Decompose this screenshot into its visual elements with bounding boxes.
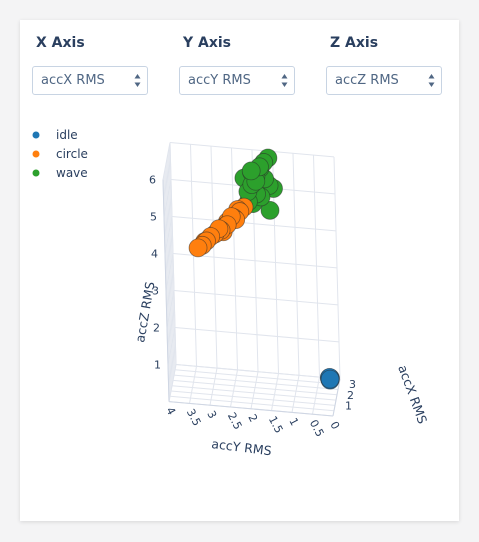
chart-card: X Axis accX RMS Y Axis accY RMS Z Axis a… bbox=[20, 20, 459, 521]
y-tick-label: 3.5 bbox=[184, 407, 204, 429]
updown-arrows-icon bbox=[134, 74, 141, 87]
gridline bbox=[209, 368, 218, 406]
data-point-wave bbox=[241, 161, 261, 181]
z-tick-label: 6 bbox=[149, 174, 156, 187]
data-point-wave bbox=[260, 200, 280, 220]
y-tick-label: 0.5 bbox=[307, 418, 327, 440]
x-axis-selector: X Axis accX RMS bbox=[32, 33, 150, 95]
z-tick-label: 2 bbox=[153, 322, 160, 335]
updown-arrows-icon bbox=[428, 74, 435, 87]
z-axis-label: Z Axis bbox=[330, 35, 379, 51]
updown-arrows-icon bbox=[281, 74, 288, 87]
z-axis-select-value: accZ RMS bbox=[335, 73, 399, 88]
gridline bbox=[167, 153, 175, 376]
y-axis-line bbox=[168, 401, 334, 417]
legend-label: idle bbox=[56, 128, 78, 142]
gridline bbox=[210, 146, 218, 369]
gridline bbox=[166, 158, 174, 381]
gridline bbox=[164, 168, 172, 392]
y-tick-label: 1 bbox=[286, 416, 301, 428]
gridline bbox=[313, 155, 320, 378]
gridline bbox=[333, 156, 341, 379]
y-tick-label: 2.5 bbox=[225, 410, 245, 432]
gridline bbox=[189, 366, 197, 404]
y-tick-label: 3 bbox=[204, 409, 219, 421]
gridline bbox=[250, 371, 259, 409]
gridline bbox=[312, 377, 320, 415]
gridline bbox=[271, 373, 279, 411]
z-tick-label: 5 bbox=[150, 211, 157, 224]
z-tick-label: 1 bbox=[154, 359, 161, 372]
gridline bbox=[231, 147, 238, 370]
gridline bbox=[292, 153, 300, 376]
gridline bbox=[291, 375, 300, 413]
y-axis-select-value: accY RMS bbox=[188, 73, 251, 88]
x-tick-label: 2 bbox=[347, 389, 354, 402]
y-axis-selector: Y Axis accY RMS bbox=[179, 33, 297, 95]
x-axis-label: X Axis bbox=[36, 35, 85, 51]
z-axis-select[interactable]: accZ RMS bbox=[326, 66, 442, 95]
data-point-circle bbox=[188, 238, 208, 258]
y-tick-label: 0 bbox=[327, 419, 342, 431]
x-tick-label: 1 bbox=[345, 399, 352, 412]
x-axis-select-value: accX RMS bbox=[41, 73, 105, 88]
legend-marker bbox=[32, 150, 40, 158]
z-axis-selector: Z Axis accZ RMS bbox=[326, 33, 444, 95]
x-axis-line bbox=[332, 378, 341, 417]
data-point-idle bbox=[320, 369, 340, 389]
legend-marker bbox=[32, 169, 40, 177]
x-axis-select[interactable]: accX RMS bbox=[32, 66, 148, 95]
z-tick-label: 3 bbox=[152, 285, 159, 298]
gridline bbox=[165, 163, 173, 386]
y-tick-label: 2 bbox=[245, 412, 260, 424]
x-tick-label: 3 bbox=[349, 378, 356, 391]
legend: idle circle wave bbox=[32, 128, 88, 180]
legend-marker bbox=[32, 131, 40, 139]
y-axis-label: Y Axis bbox=[183, 35, 232, 51]
gridline bbox=[169, 142, 177, 365]
x-axis-title: accX RMS bbox=[395, 363, 430, 426]
data-points bbox=[188, 148, 340, 390]
z-axis-line bbox=[162, 179, 170, 402]
z-tick-label: 4 bbox=[151, 248, 158, 261]
y-tick-label: 4 bbox=[163, 405, 178, 417]
legend-label: wave bbox=[56, 166, 88, 180]
y-axis-select[interactable]: accY RMS bbox=[179, 66, 295, 95]
legend-label: circle bbox=[56, 147, 88, 161]
gridline bbox=[230, 369, 238, 408]
y-axis-title: accY RMS bbox=[211, 436, 273, 458]
gridline bbox=[168, 147, 176, 370]
gridline bbox=[163, 174, 171, 397]
y-tick-label: 1.5 bbox=[266, 414, 286, 436]
